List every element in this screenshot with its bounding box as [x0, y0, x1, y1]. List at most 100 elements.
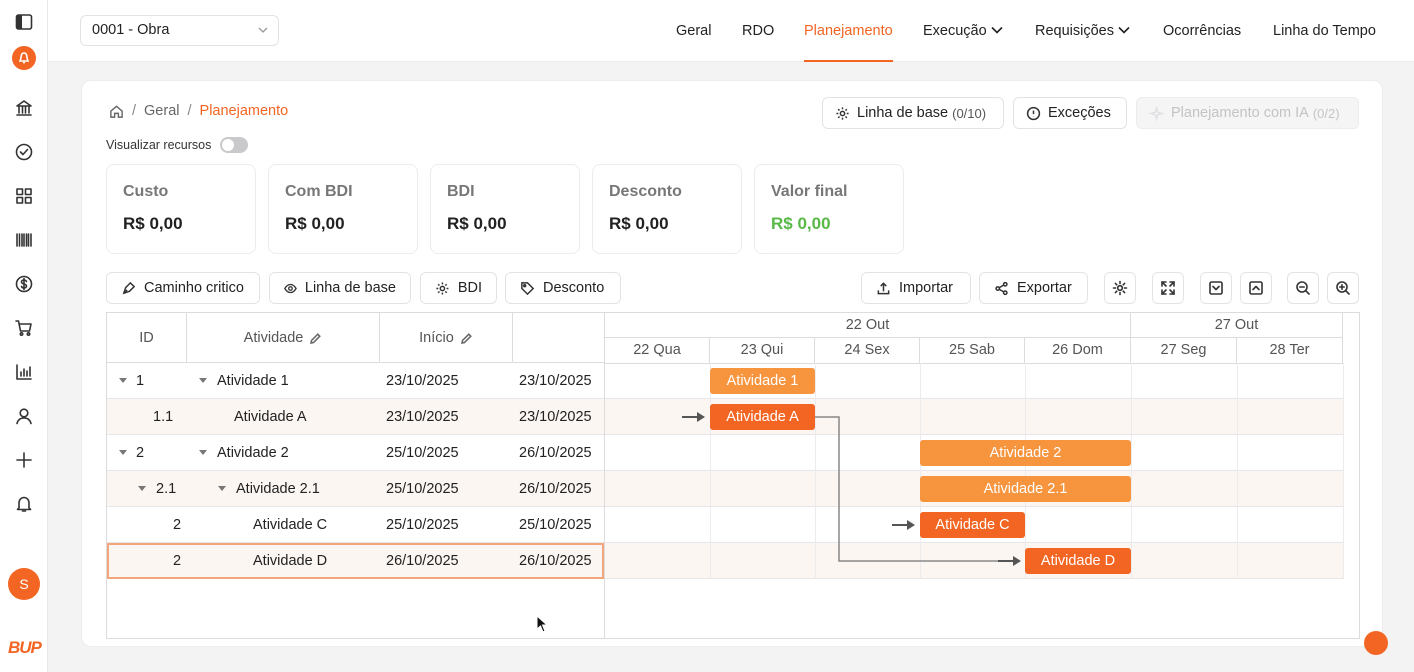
- baseline-count: (0/10): [952, 105, 987, 121]
- week-header: 27 Out: [1131, 313, 1343, 338]
- nav-label: Requisições: [1035, 23, 1114, 39]
- task-row-selected[interactable]: 2 Atividade D 26/10/2025 26/10/2025: [107, 543, 1343, 579]
- expand-caret[interactable]: [199, 435, 207, 471]
- user-icon[interactable]: [12, 404, 36, 428]
- zoom-out-button[interactable]: [1287, 272, 1319, 304]
- column-header-activity[interactable]: Atividade: [187, 313, 380, 363]
- nav-label: Planejamento: [804, 23, 893, 39]
- pen-nib-icon: [122, 281, 136, 294]
- export-button[interactable]: Exportar: [979, 272, 1088, 304]
- expand-caret[interactable]: [199, 363, 207, 399]
- plus-icon[interactable]: [12, 448, 36, 472]
- nav-geral[interactable]: Geral: [676, 0, 711, 62]
- discount-button[interactable]: Desconto: [505, 272, 621, 304]
- zoom-in-button[interactable]: [1327, 272, 1359, 304]
- expand-all-button[interactable]: [1200, 272, 1232, 304]
- task-name: Atividade 2.1: [236, 481, 320, 497]
- import-button[interactable]: Importar: [861, 272, 971, 304]
- dollar-icon[interactable]: [12, 272, 36, 296]
- day-header: 25 Sab: [920, 338, 1025, 363]
- planning-card: / Geral / Planejamento Linha de base (0/…: [81, 80, 1383, 647]
- expand-caret[interactable]: [218, 471, 226, 507]
- task-id: 1: [136, 373, 145, 389]
- gantt-bar-summary[interactable]: Atividade 2.1: [920, 476, 1131, 502]
- nav-ocorrencias[interactable]: Ocorrências: [1163, 0, 1241, 62]
- settings-button[interactable]: [1104, 272, 1136, 304]
- grid-icon[interactable]: [12, 184, 36, 208]
- nav-label: RDO: [742, 23, 775, 39]
- timeline-gridline: [815, 363, 816, 579]
- zoom-in-icon: [1336, 281, 1350, 295]
- ai-planning-button[interactable]: Planejamento com IA (0/2): [1136, 97, 1359, 129]
- pencil-icon[interactable]: [309, 332, 322, 345]
- critical-path-label: Caminho critico: [144, 280, 244, 296]
- collapse-all-button[interactable]: [1240, 272, 1272, 304]
- home-icon[interactable]: [109, 104, 124, 119]
- chart-icon[interactable]: [12, 360, 36, 384]
- gantt-bar-task[interactable]: Atividade D: [1025, 548, 1131, 574]
- task-row[interactable]: 1 Atividade 1 23/10/2025 23/10/2025: [107, 363, 1343, 399]
- resources-toggle[interactable]: [220, 137, 249, 153]
- column-header-id[interactable]: ID: [107, 313, 187, 363]
- gantt-bar-task[interactable]: Atividade C: [920, 512, 1025, 538]
- chevron-down-icon: [1118, 26, 1130, 34]
- column-header-label: Atividade: [243, 330, 304, 346]
- bdi-button[interactable]: BDI: [420, 272, 497, 304]
- stat-card-valor-final: Valor final R$ 0,00: [754, 164, 904, 254]
- baseline-toolbar-button[interactable]: Linha de base: [269, 272, 411, 304]
- expand-caret[interactable]: [119, 435, 127, 471]
- brand-logo: BUP: [8, 638, 42, 657]
- fullscreen-button[interactable]: [1152, 272, 1184, 304]
- expand-caret[interactable]: [119, 363, 127, 399]
- gantt-bar-task[interactable]: Atividade A: [710, 404, 815, 430]
- gear-icon: [1112, 280, 1128, 296]
- task-row-grid: 1.1 Atividade A 23/10/2025 23/10/2025: [107, 399, 604, 435]
- task-row[interactable]: 2.1 Atividade 2.1 25/10/2025 26/10/2025: [107, 471, 1343, 507]
- nav-requisicoes[interactable]: Requisições: [1035, 0, 1130, 62]
- help-chat-button[interactable]: [1364, 631, 1388, 655]
- share-icon: [995, 281, 1008, 295]
- cart-icon[interactable]: [12, 316, 36, 340]
- nav-rdo[interactable]: RDO: [742, 0, 774, 62]
- pencil-icon[interactable]: [460, 332, 473, 345]
- project-select[interactable]: 0001 - Obra: [80, 15, 279, 46]
- gantt-bar-summary[interactable]: Atividade 1: [710, 368, 815, 394]
- discount-label: Desconto: [543, 280, 605, 296]
- nav-planejamento[interactable]: Planejamento: [804, 0, 893, 62]
- bell-rocket-icon[interactable]: [12, 46, 36, 70]
- stat-value: R$ 0,00: [285, 214, 345, 233]
- task-start: 25/10/2025: [386, 481, 459, 497]
- task-row[interactable]: 2 Atividade 2 25/10/2025 26/10/2025: [107, 435, 1343, 471]
- gantt-bar-summary[interactable]: Atividade 2: [920, 440, 1131, 466]
- baseline-header-button[interactable]: Linha de base (0/10): [822, 97, 1004, 129]
- expand-caret[interactable]: [138, 471, 146, 507]
- tag-icon: [521, 281, 535, 295]
- stat-card-com-bdi: Com BDI R$ 0,00: [268, 164, 418, 254]
- avatar[interactable]: S: [8, 568, 40, 600]
- sidebar: S BUP: [0, 0, 48, 672]
- column-header-start[interactable]: Início: [380, 313, 513, 363]
- task-row-grid: 2 Atividade 2 25/10/2025 26/10/2025: [107, 435, 604, 471]
- critical-path-button[interactable]: Caminho critico: [106, 272, 260, 304]
- bank-icon[interactable]: [12, 96, 36, 120]
- top-bar: 0001 - Obra Geral RDO Planejamento Execu…: [48, 0, 1414, 62]
- bell-icon[interactable]: [12, 492, 36, 516]
- barcode-icon[interactable]: [12, 228, 36, 252]
- task-end: 26/10/2025: [519, 481, 592, 497]
- breadcrumb-geral[interactable]: Geral: [144, 103, 180, 119]
- task-row[interactable]: 2 Atividade C 25/10/2025 25/10/2025: [107, 507, 1343, 543]
- task-start: 25/10/2025: [386, 517, 459, 533]
- grid-header: ID Atividade Início: [107, 313, 604, 363]
- breadcrumb-separator: /: [187, 103, 192, 119]
- check-circle-icon[interactable]: [12, 140, 36, 164]
- nav-label: Ocorrências: [1163, 23, 1242, 39]
- chevron-down-icon: [991, 26, 1003, 34]
- stat-label: BDI: [447, 183, 475, 200]
- stat-label: Custo: [123, 183, 169, 200]
- nav-linha-do-tempo[interactable]: Linha do Tempo: [1273, 0, 1376, 62]
- nav-execucao[interactable]: Execução: [923, 0, 1003, 62]
- stat-card-desconto: Desconto R$ 0,00: [592, 164, 742, 254]
- task-row-grid: 1 Atividade 1 23/10/2025 23/10/2025: [107, 363, 604, 399]
- exceptions-button[interactable]: Exceções: [1013, 97, 1127, 129]
- sidebar-toggle-icon[interactable]: [12, 10, 36, 34]
